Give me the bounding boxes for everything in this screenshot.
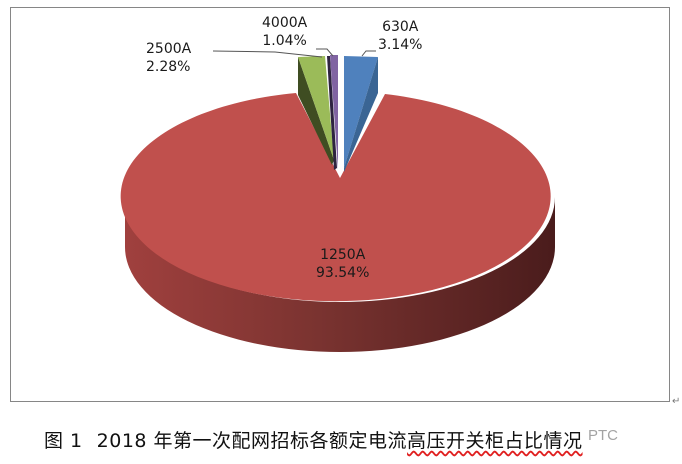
caption-text: 2018 年第一次配网招标各额定电流 [96,430,408,452]
slice-2500a-top [298,56,334,160]
chart-frame [10,7,670,402]
slice-4000a-top [330,55,338,170]
watermark: PTC [588,427,618,444]
label-4000a: 4000A 1.04% [262,15,308,49]
slice-2500a-side [298,57,334,165]
label-1250a: 1250A 93.54% [316,247,370,281]
slice-1250a-side [125,197,555,352]
label-630a: 630A 3.14% [378,19,423,53]
leader-4000a [316,48,334,57]
slice-630a-side [344,57,378,172]
slice-1250a-top [120,93,551,302]
figure-caption: 图 1 2018 年第一次配网招标各额定电流高压开关柜占比情况 [44,426,583,453]
leader-630a [361,50,376,57]
figure-number: 图 1 [44,430,83,452]
slice-4000a-side [327,56,337,170]
paragraph-mark: ↵ [672,396,681,407]
label-2500a: 2500A 2.28% [146,41,192,75]
slice-630a-top [344,56,378,168]
caption-text-underlined: 高压开关柜占比情况 [407,430,583,452]
leader-2500a [212,50,323,58]
